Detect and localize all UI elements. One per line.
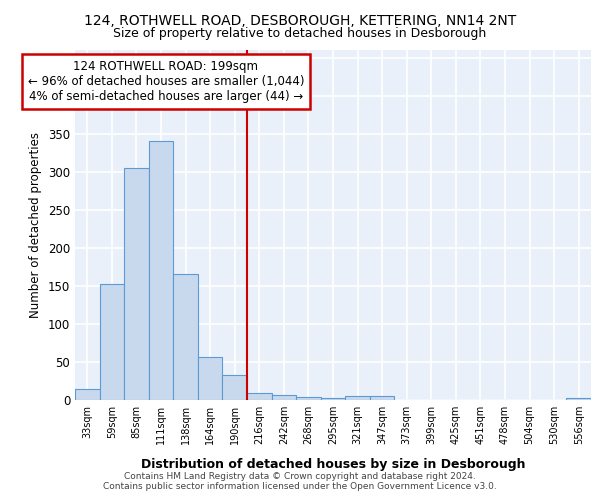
Bar [345, 396, 370, 400]
Bar [149, 142, 173, 400]
Bar [198, 356, 223, 400]
Bar [566, 398, 591, 400]
Bar [173, 274, 198, 400]
Bar [75, 388, 100, 400]
Text: Contains HM Land Registry data © Crown copyright and database right 2024.
Contai: Contains HM Land Registry data © Crown c… [103, 472, 497, 491]
Bar [124, 168, 149, 400]
Bar [370, 396, 394, 400]
Bar [272, 396, 296, 400]
Bar [296, 397, 321, 400]
Bar [321, 398, 345, 400]
X-axis label: Distribution of detached houses by size in Desborough: Distribution of detached houses by size … [141, 458, 525, 471]
Bar [247, 393, 272, 400]
Bar [223, 375, 247, 400]
Text: 124, ROTHWELL ROAD, DESBOROUGH, KETTERING, NN14 2NT: 124, ROTHWELL ROAD, DESBOROUGH, KETTERIN… [84, 14, 516, 28]
Bar [100, 284, 124, 400]
Text: Size of property relative to detached houses in Desborough: Size of property relative to detached ho… [113, 27, 487, 40]
Text: 124 ROTHWELL ROAD: 199sqm
← 96% of detached houses are smaller (1,044)
4% of sem: 124 ROTHWELL ROAD: 199sqm ← 96% of detac… [28, 60, 304, 103]
Y-axis label: Number of detached properties: Number of detached properties [29, 132, 43, 318]
